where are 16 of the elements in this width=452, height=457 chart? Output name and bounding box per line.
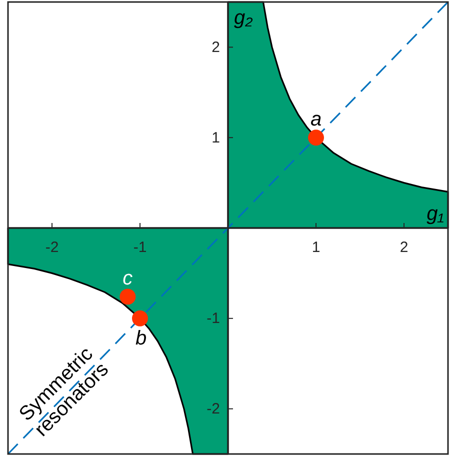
x-tick-label: 1 — [312, 239, 320, 256]
point — [308, 130, 324, 146]
x-tick-label: -2 — [45, 239, 59, 256]
y-axis-title: g₂ — [234, 7, 254, 29]
x-tick-label: 2 — [400, 239, 408, 256]
x-tick-label: -1 — [133, 239, 147, 256]
y-tick-label: 1 — [212, 129, 220, 146]
point — [132, 310, 148, 326]
point — [120, 288, 136, 305]
x-axis-title: g₁ — [426, 203, 444, 225]
y-tick-label: 2 — [212, 39, 220, 56]
annotation: b — [135, 327, 147, 350]
y-tick-label: -1 — [206, 310, 220, 328]
annotation: c — [122, 268, 133, 290]
y-tick-label: -2 — [206, 400, 220, 418]
annotation: a — [310, 108, 322, 131]
